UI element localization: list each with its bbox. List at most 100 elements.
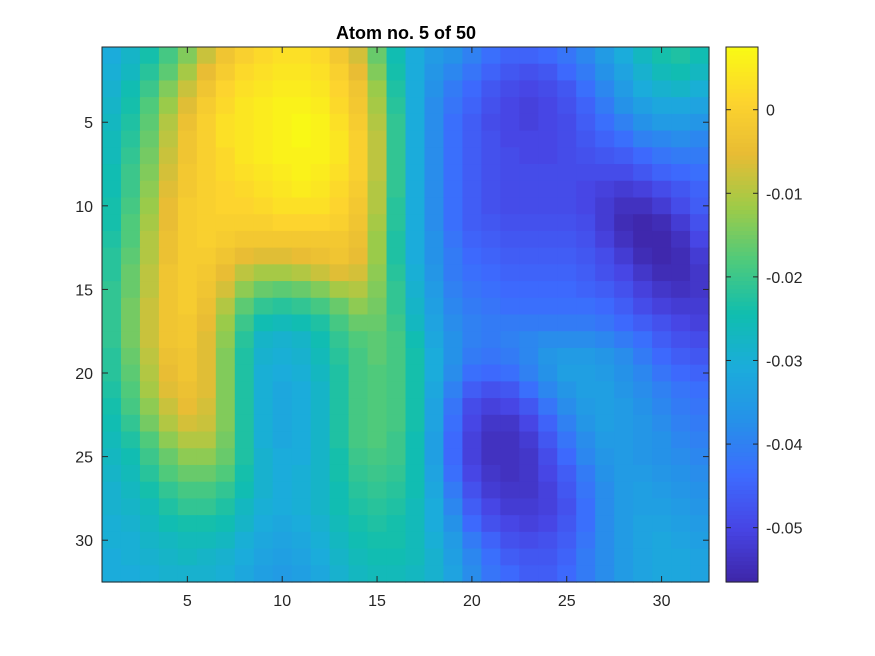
heatmap-cell [386,565,407,583]
heatmap-cell [120,230,141,249]
heatmap-cell [443,80,464,98]
heatmap-cell [671,80,691,98]
heatmap-cell [557,281,577,299]
heatmap-cell [576,515,596,533]
heatmap-cell [519,431,539,449]
colorbar-segment [726,67,758,73]
heatmap-cell [291,281,312,299]
heatmap-cell [253,448,274,466]
heatmap-cell [139,180,160,199]
heatmap-cell [443,565,464,583]
heatmap-cell [500,414,520,433]
heatmap-cell [481,113,501,132]
heatmap-cell [500,464,520,483]
heatmap-cell [576,264,596,282]
heatmap-cell [614,214,634,232]
heatmap-cell [405,297,426,316]
heatmap-cell [348,264,369,282]
heatmap-cell [652,314,672,332]
heatmap-cell [386,364,407,382]
heatmap-cell [102,214,122,232]
heatmap-cell [652,464,672,483]
heatmap-cell [253,414,274,433]
heatmap-cell [671,164,691,182]
colorbar-segment [726,55,758,61]
heatmap-cell [102,264,122,282]
heatmap-cell [614,297,634,316]
colorbar-segment [726,130,758,136]
colorbar-segment [726,297,758,303]
heatmap-cell [329,398,350,416]
heatmap-cell [462,347,482,366]
heatmap-cell [614,347,634,366]
heatmap-cell [367,247,388,265]
heatmap-cell [519,164,539,182]
heatmap-cell [139,414,160,433]
heatmap-cell [576,414,596,433]
heatmap-cell [519,97,539,115]
heatmap-cell [614,531,634,550]
heatmap-cell [633,147,653,165]
heatmap-cell [102,297,122,316]
heatmap-cell [234,398,255,416]
heatmap-cell [595,80,615,98]
heatmap-cell [481,431,501,449]
heatmap-cell [519,214,539,232]
heatmap-cell [386,230,407,249]
heatmap-cell [386,164,407,182]
heatmap-cell [519,565,539,583]
heatmap-cell [139,314,160,332]
heatmap-cell [139,147,160,165]
heatmap-cell [386,214,407,232]
heatmap-cell [272,414,293,433]
colorbar-segment [726,540,758,545]
heatmap-cell [253,63,274,82]
colorbar-segment [726,456,758,462]
heatmap-cell [139,113,160,132]
heatmap-cell [690,481,710,500]
heatmap-cell [595,515,615,533]
heatmap-cell [633,548,653,566]
heatmap-cell [652,230,672,249]
heatmap-cell [443,431,464,449]
heatmap-cell [386,414,407,433]
colorbar-segment [726,255,758,261]
colorbar-segment [726,210,758,215]
heatmap-cell [481,214,501,232]
heatmap-cell [443,214,464,232]
heatmap-cell [462,147,482,165]
heatmap-cell [443,515,464,533]
heatmap-cell [424,264,445,282]
heatmap-cell [576,197,596,215]
heatmap-cell [215,147,236,165]
heatmap-cell [215,515,236,533]
heatmap-cell [234,515,255,533]
colorbar-segment [726,423,758,428]
heatmap-cell [272,230,293,249]
heatmap-cell [690,247,710,265]
heatmap-cell [595,197,615,215]
heatmap-cell [139,565,160,583]
colorbar-segment [726,105,758,111]
heatmap-cell [557,297,577,316]
colorbar-segment [726,63,758,69]
colorbar-segment [726,327,758,332]
colorbar-segment [726,201,758,207]
heatmap-cell [139,548,160,566]
heatmap-cell [690,147,710,165]
colorbar-segment [726,536,758,541]
heatmap-cell [405,498,426,516]
heatmap-cell [690,47,710,65]
heatmap-cell [405,281,426,299]
colorbar-segment [726,444,758,449]
heatmap-cell [652,565,672,583]
colorbar-segment [726,306,758,311]
heatmap-cell [291,431,312,449]
heatmap-cell [424,63,445,82]
colorbar-segment [726,318,758,324]
heatmap-cell [253,164,274,182]
colorbar-segment [726,393,758,399]
heatmap-cell [424,448,445,466]
colorbar-segment [726,155,758,161]
heatmap-cell [310,130,331,148]
